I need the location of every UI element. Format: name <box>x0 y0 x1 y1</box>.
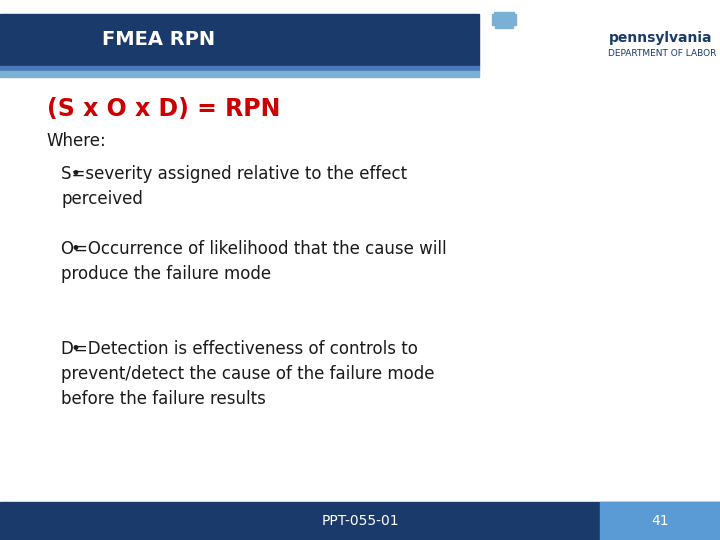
Bar <box>493 17 515 22</box>
Bar <box>0 502 720 540</box>
Text: O=Occurrence of likelihood that the cause will
produce the failure mode: O=Occurrence of likelihood that the caus… <box>61 240 447 284</box>
Bar <box>492 15 516 22</box>
Bar <box>0 66 479 71</box>
Bar <box>0 71 479 77</box>
Text: S=severity assigned relative to the effect
perceived: S=severity assigned relative to the effe… <box>61 165 408 208</box>
Text: FMEA RPN: FMEA RPN <box>102 30 215 50</box>
Text: 41: 41 <box>651 514 669 528</box>
Bar <box>495 25 513 28</box>
Text: PPT-055-01: PPT-055-01 <box>321 514 399 528</box>
Bar <box>494 18 514 22</box>
Text: pennsylvania: pennsylvania <box>608 31 712 45</box>
Text: •: • <box>71 240 81 258</box>
Text: DEPARTMENT OF LABOR & INDUSTRY: DEPARTMENT OF LABOR & INDUSTRY <box>608 50 720 58</box>
Text: (S x O x D) = RPN: (S x O x D) = RPN <box>47 97 280 121</box>
Bar <box>494 12 514 22</box>
Text: •: • <box>71 165 81 183</box>
Text: •: • <box>71 340 81 358</box>
Bar <box>600 502 720 540</box>
Bar <box>0 14 479 66</box>
Text: Where:: Where: <box>47 132 107 150</box>
Text: D=Detection is effectiveness of controls to
prevent/detect the cause of the fail: D=Detection is effectiveness of controls… <box>61 340 435 408</box>
Bar <box>492 22 516 25</box>
